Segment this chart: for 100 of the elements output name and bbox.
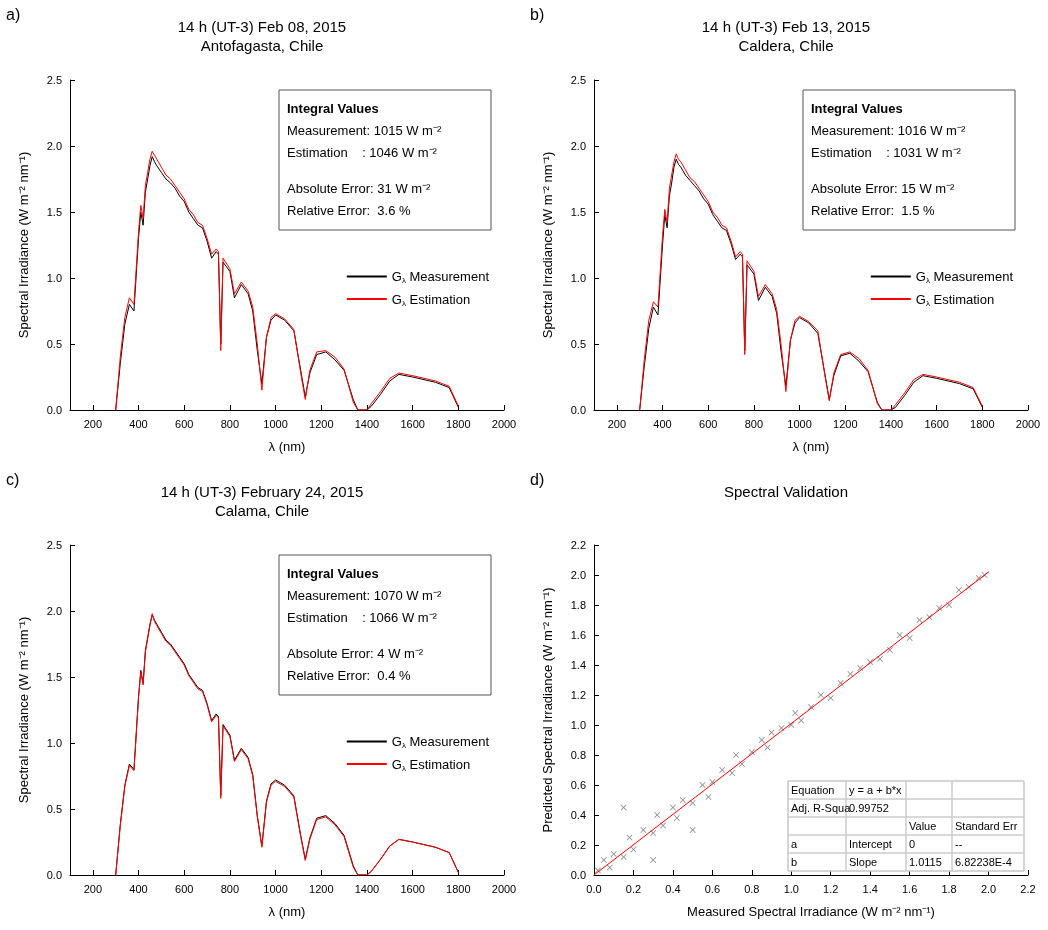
y-tick-label: 1.0 xyxy=(570,272,586,284)
annotation: Integral Values xyxy=(811,101,903,116)
y-tick-label: 1.5 xyxy=(46,206,62,218)
annotation: Value xyxy=(909,819,937,832)
x-tick-label: 1600 xyxy=(400,417,425,430)
annotation: 6.82238E-4 xyxy=(955,855,1012,868)
y-tick-label: 2.0 xyxy=(570,140,586,152)
x-tick-label: 1800 xyxy=(446,417,471,430)
point xyxy=(748,749,755,755)
point xyxy=(610,851,617,857)
x-tick-label: 400 xyxy=(653,417,672,430)
y-tick-label: 1.2 xyxy=(570,689,586,701)
x-axis-title: λ (nm) xyxy=(268,904,306,919)
y-tick-label: 2.2 xyxy=(570,539,586,551)
point xyxy=(946,602,953,608)
point xyxy=(896,632,903,638)
y-axis-title: Spectral Irradiance (W m⁻² nm⁻¹) xyxy=(16,616,31,804)
x-tick-label: 400 xyxy=(129,882,148,895)
y-tick-label: 1.5 xyxy=(46,671,62,683)
x-tick-label: 1000 xyxy=(263,417,288,430)
annotation: Slope xyxy=(849,855,878,868)
x-axis-title: λ (nm) xyxy=(792,439,830,454)
annotation: Relative Error: 3.6 % xyxy=(287,203,411,218)
x-tick-label: 1.0 xyxy=(783,882,799,895)
x-tick-label: 600 xyxy=(699,417,718,430)
x-tick-label: 2000 xyxy=(491,882,517,895)
y-axis-title: Spectral Irradiance (W m⁻² nm⁻¹) xyxy=(540,151,555,339)
y-axis-title: Predicted Spectral Irradiance (W m⁻² nm⁻¹) xyxy=(540,587,555,833)
y-tick-label: 2.0 xyxy=(570,569,586,581)
point xyxy=(679,797,686,803)
point xyxy=(689,827,696,833)
point xyxy=(709,779,716,785)
point xyxy=(738,761,745,767)
x-tick-label: 1600 xyxy=(400,882,425,895)
x-tick-label: 200 xyxy=(83,417,103,430)
x-tick-label: 400 xyxy=(129,417,148,430)
x-tick-label: 0.6 xyxy=(704,882,721,895)
annotation: Measurement: 1070 W m⁻² xyxy=(287,588,442,603)
y-tick-label: 0.5 xyxy=(46,803,62,815)
x-tick-label: 1200 xyxy=(309,882,334,895)
chart-title: 14 h (UT-3) February 24, 2015 xyxy=(160,483,364,500)
y-tick-label: 0.8 xyxy=(570,749,586,761)
y-tick-label: 1.5 xyxy=(570,206,586,218)
annotation: Estimation : 1046 W m⁻² xyxy=(287,145,438,160)
x-tick-label: 1.2 xyxy=(823,882,839,895)
point xyxy=(673,815,680,821)
point xyxy=(620,854,627,860)
point xyxy=(857,665,864,671)
point xyxy=(877,656,884,662)
chart-title: Spectral Validation xyxy=(724,483,848,500)
annotation: Equation xyxy=(791,783,835,796)
x-tick-label: 1000 xyxy=(263,882,288,895)
x-tick-label: 1800 xyxy=(446,882,471,895)
x-tick-label: 600 xyxy=(175,417,194,430)
text: c) xyxy=(6,470,20,488)
point xyxy=(660,822,667,829)
y-tick-label: 1.0 xyxy=(46,737,62,749)
annotation: Integral Values xyxy=(287,101,379,116)
y-tick-label: 0.5 xyxy=(570,338,586,350)
annotation: a xyxy=(791,837,798,850)
x-tick-label: 1000 xyxy=(787,417,812,430)
x-tick-label: 200 xyxy=(607,417,627,430)
x-tick-label: 800 xyxy=(220,417,240,430)
point xyxy=(654,812,661,818)
point xyxy=(758,737,765,743)
point xyxy=(600,857,607,863)
x-tick-label: 600 xyxy=(175,882,194,895)
annotation: Estimation : 1031 W m⁻² xyxy=(811,145,962,160)
x-tick-label: 1.4 xyxy=(862,882,878,895)
y-tick-label: 0.0 xyxy=(570,869,586,881)
annotation: Measurement: 1015 W m⁻² xyxy=(287,123,442,138)
point xyxy=(792,710,799,716)
point xyxy=(906,635,913,641)
x-tick-label: 2.2 xyxy=(1020,882,1036,895)
x-tick-label: 2000 xyxy=(491,417,517,430)
annotation: -- xyxy=(955,837,963,850)
x-axis-title: λ (nm) xyxy=(268,439,306,454)
y-tick-label: 1.0 xyxy=(46,272,62,284)
text: d) xyxy=(530,470,545,488)
annotation: Standard Err xyxy=(955,819,1018,832)
y-tick-label: 1.6 xyxy=(570,629,586,641)
point xyxy=(650,830,657,836)
annotation: 0.99752 xyxy=(849,801,889,814)
point xyxy=(689,800,696,806)
point xyxy=(699,782,706,788)
y-tick-label: 1.0 xyxy=(570,719,586,731)
point xyxy=(733,752,740,758)
annotation: Relative Error: 0.4 % xyxy=(287,668,411,683)
point xyxy=(729,770,736,776)
annotation: 1.0115 xyxy=(909,855,942,868)
x-tick-label: 1.6 xyxy=(901,882,918,895)
x-tick-label: 0.0 xyxy=(586,882,602,895)
point xyxy=(817,692,824,698)
chart-subtitle: Calama, Chile xyxy=(214,502,310,519)
annotation: y = a + b*x xyxy=(849,783,903,796)
point xyxy=(650,857,657,863)
y-tick-label: 2.5 xyxy=(46,539,62,551)
point xyxy=(847,671,854,677)
y-tick-label: 2.0 xyxy=(46,140,62,152)
annotation: Integral Values xyxy=(287,566,379,581)
